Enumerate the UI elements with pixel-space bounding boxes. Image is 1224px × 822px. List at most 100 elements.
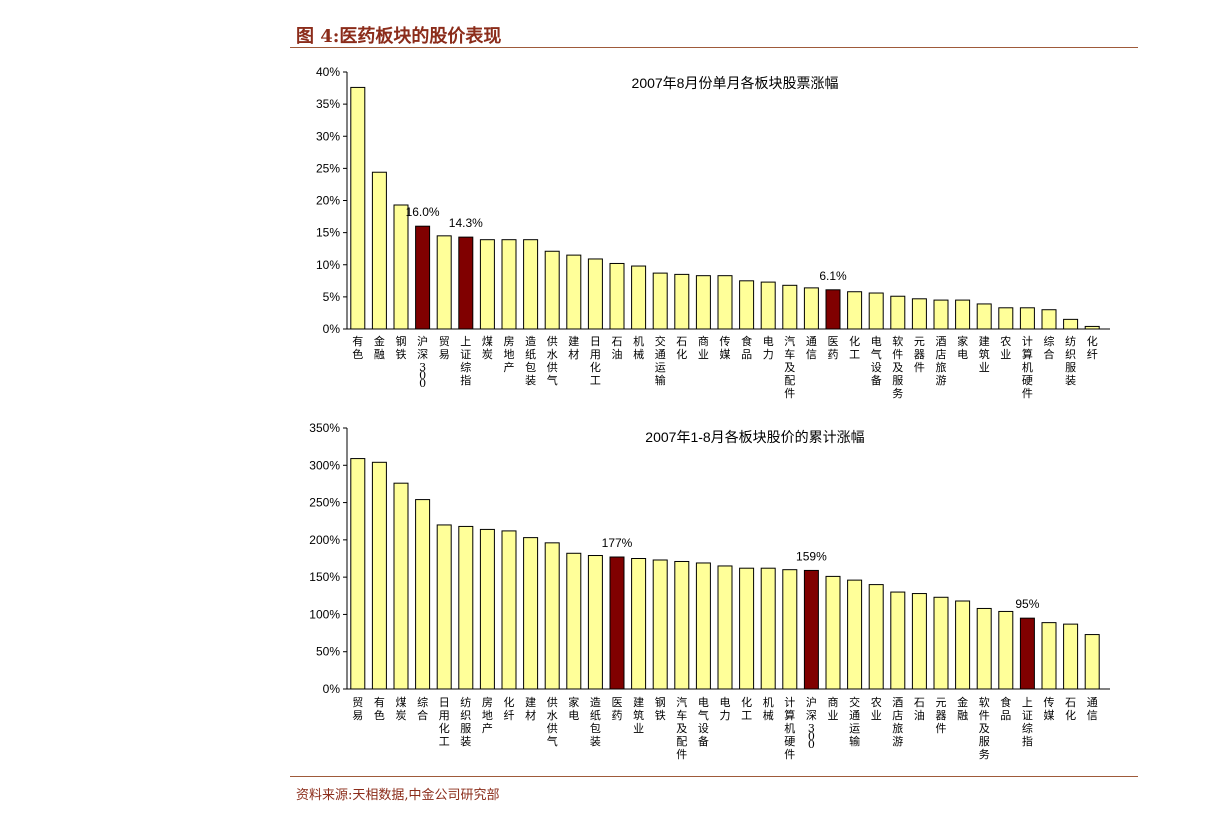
chart-2-category-label: 石油 — [914, 696, 925, 722]
chart-2-category-char: 服 — [460, 722, 471, 735]
chart-2-category-char: 建 — [633, 695, 644, 709]
chart-2-bar — [739, 567, 755, 690]
chart-2-category-char: 家 — [568, 695, 579, 709]
chart-2-category-char: 件 — [676, 748, 687, 761]
chart-1-category-char: 包 — [525, 361, 536, 374]
chart-2-category-char: 农 — [871, 695, 882, 709]
chart-1-bar — [933, 299, 949, 330]
chart-1-category-char: 店 — [936, 347, 947, 361]
chart-1-category-label: 石化 — [676, 335, 687, 361]
chart-1-bar — [350, 86, 366, 330]
chart-2-category-char: 造 — [590, 695, 601, 709]
chart-2-category-char: 合 — [417, 708, 428, 722]
chart-2-category-label: 医药 — [612, 696, 623, 722]
chart-2-category-char: 媒 — [1044, 709, 1055, 722]
chart-1-category-char: 用 — [590, 348, 601, 361]
chart-1-category-char: 水 — [547, 348, 558, 361]
chart-2-category-char: 电 — [568, 709, 579, 722]
chart-1-y-tick-label: 30% — [316, 129, 340, 143]
chart-1-bar — [479, 239, 495, 330]
chart-1-bar — [371, 171, 387, 330]
chart-2-category-char: 0 — [808, 738, 815, 751]
chart-1-bar — [739, 280, 755, 330]
chart-1-category-label: 化工 — [849, 334, 860, 361]
chart-2-category-char: 0 — [808, 730, 815, 743]
chart-2-category-label: 钢铁 — [655, 696, 666, 722]
chart-2-bar — [371, 461, 387, 690]
chart-1-category-char: 化 — [676, 347, 687, 361]
chart-2-category-char: 传 — [1044, 696, 1055, 709]
chart-2-data-label: 159% — [796, 549, 827, 563]
chart-2-bar — [458, 525, 474, 690]
chart-2-category-char: 器 — [936, 709, 947, 722]
chart-2-bar — [911, 593, 927, 690]
chart-1-y-tick-label: 5% — [323, 290, 341, 304]
chart-2-bar — [631, 558, 647, 690]
chart-1-category-char: 交 — [655, 334, 666, 348]
chart-1-category-char: 元 — [914, 335, 925, 348]
chart-2-bar — [566, 552, 582, 690]
chart-1-category-char: 业 — [1000, 348, 1011, 361]
chart-1-bar — [717, 275, 733, 330]
chart-1-bar — [782, 284, 798, 330]
chart-1-category-label: 贸易 — [439, 335, 450, 361]
chart-2-category-char: 医 — [612, 696, 623, 709]
chart-2-category-char: 械 — [763, 708, 774, 722]
chart-1-category-char: 供 — [547, 360, 558, 374]
chart-2-category-char: 通 — [1087, 696, 1098, 709]
chart-2-category-char: 上 — [1022, 696, 1033, 709]
chart-1-bar — [803, 287, 819, 330]
chart-1-category-char: 工 — [849, 348, 860, 361]
chart-1-category-label: 有色 — [352, 334, 363, 361]
chart-1-category-char: 造 — [525, 334, 536, 348]
chart-2-category-char: 易 — [352, 709, 363, 722]
chart-2-bar — [976, 607, 992, 690]
chart-1-category-label: 电力 — [763, 335, 774, 361]
chart-1-category-char: 业 — [979, 361, 990, 374]
chart-2-category-char: 车 — [676, 708, 687, 722]
chart-1-category-char: 织 — [1065, 348, 1076, 361]
chart-1-bar — [1019, 307, 1035, 330]
chart-1-category-char: 设 — [871, 361, 882, 374]
chart-1-bar — [587, 258, 603, 330]
chart-2-category-char: 织 — [460, 709, 471, 722]
chart-1-category-char: 硬 — [1022, 374, 1033, 387]
chart-1-category-char: 医 — [828, 335, 839, 348]
chart-1-category-char: 建 — [568, 334, 579, 348]
chart-1-bar — [1084, 325, 1100, 330]
chart-1-category-label: 建材 — [568, 334, 579, 361]
chart-2-category-char: 3 — [808, 722, 815, 735]
chart-2-category-char: 铁 — [655, 709, 666, 722]
chart-1-category-char: 气 — [547, 373, 558, 387]
chart-1-category-char: 证 — [460, 348, 471, 361]
chart-2-category-char: 机 — [784, 721, 795, 735]
chart-1-category-char: 金 — [374, 334, 385, 348]
chart-1-category-char: 商 — [698, 334, 709, 348]
chart-1-bar — [911, 298, 927, 330]
chart-1-category-char: 化 — [590, 360, 601, 374]
chart-1-bar — [998, 307, 1014, 330]
chart-2-category-char: 件 — [936, 722, 947, 735]
chart-2-data-label: 177% — [602, 536, 633, 550]
chart-2-category-char: 地 — [482, 709, 493, 722]
chart-2-category-label: 煤炭 — [396, 696, 407, 722]
chart-1-bar — [847, 291, 863, 330]
chart-2-y-tick-label: 350% — [309, 421, 340, 435]
chart-2-category-char: 算 — [784, 708, 795, 722]
figure-title: 图 4:医药板块的股价表现 — [296, 26, 502, 47]
chart-2-category-char: 计 — [784, 696, 795, 709]
chart-1-bar — [955, 299, 971, 330]
chart-2-y-tick-label: 50% — [316, 645, 340, 659]
chart-1-bar — [436, 235, 452, 330]
chart-2-category-label: 房地产 — [482, 696, 493, 735]
